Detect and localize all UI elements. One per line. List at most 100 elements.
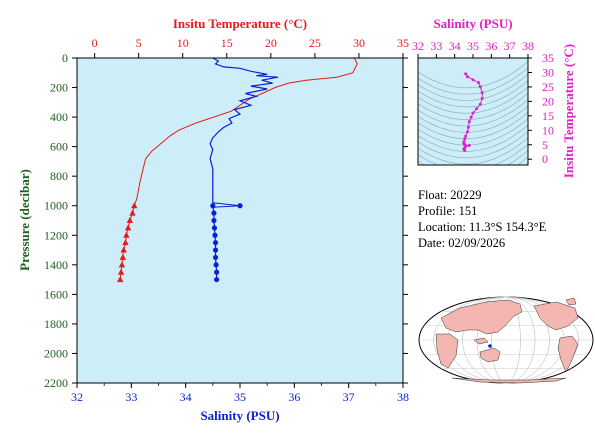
pressure-tick-label: 1200 [44,228,68,242]
float-label: Float: [418,188,448,202]
greenland-shape [565,297,577,306]
sal-marker [214,276,220,283]
temp-tick-label: 35 [397,36,409,50]
density-isoline [418,92,528,120]
sal-tick-label: 38 [397,390,409,404]
temp-marker [119,253,127,260]
indonesia-shape [473,337,489,345]
sal-tick-label: 32 [71,390,83,404]
ts-temp-tick-label: 5 [542,138,548,152]
pressure-tick-label: 1800 [44,317,68,331]
sal-marker [211,210,217,216]
ts-plot-frame [417,57,529,166]
ts-salinity-axis-title: Salinity (PSU) [433,16,512,31]
ts-point [471,111,475,115]
temperature-tick-labels: 0 5 10 15 20 25 30 35 [92,36,409,50]
temp-marker [117,268,125,275]
temp-marker [124,224,132,231]
ts-point [463,137,467,141]
pressure-tick-labels: 0 200 400 600 800 1000 1200 1400 1600 1800 2000 220… [44,51,68,390]
salinity-markers [210,203,243,283]
eurasia-shape [440,299,523,335]
ts-sal-tick-label: 38 [522,39,534,53]
density-isoline [418,99,528,127]
ts-temperature-axis-title: Insitu Temperature (°C) [561,44,576,178]
sal-tick-label: 35 [234,390,246,404]
temp-marker [120,246,127,253]
pressure-tick-label: 0 [62,51,68,65]
density-isoline [418,143,528,165]
sal-tick-label: 37 [343,390,355,404]
float-id-line: Float: 20229 [418,188,482,203]
sal-marker [212,247,219,253]
pressure-tick-label: 2000 [44,346,68,360]
location-line: Location: 11.3°S 154.3°E [418,220,546,235]
antarctica-shape [451,377,567,384]
sal-marker [213,262,219,268]
ts-sal-tick-label: 36 [485,39,497,53]
pressure-tick-label: 200 [50,81,68,95]
sal-marker [212,240,219,246]
date-label: Date: [418,236,446,250]
density-isoline [418,131,528,159]
sal-marker [212,232,218,238]
density-isoline [418,67,528,95]
density-isoline [418,73,528,101]
ts-axis-ticks [417,54,532,160]
ts-temp-tick-label: 25 [542,80,554,94]
ts-point [466,125,470,129]
temp-tick-label: 0 [92,36,98,50]
float-location-marker [488,344,492,348]
australia-shape [479,347,501,363]
temperature-axis-title: Insitu Temperature (°C) [173,16,307,31]
ts-sal-tick-label: 32 [412,39,424,53]
ts-temp-tick-label: 30 [542,65,554,79]
pressure-tick-label: 1000 [44,199,68,213]
ts-point [466,130,469,134]
temp-marker [131,202,138,209]
ts-point [469,115,473,119]
pressure-tick-label: 400 [50,110,68,124]
pressure-tick-label: 1600 [44,287,68,301]
ts-point [466,75,469,79]
profile-label: Profile: [418,204,456,218]
pressure-tick-label: 2200 [44,376,68,390]
ts-point [467,120,471,124]
temperature-markers [116,202,138,283]
sal-marker [237,203,243,209]
ts-sal-tick-label: 35 [467,39,479,53]
sal-tick-label: 34 [180,390,192,404]
ts-point [464,72,468,76]
date-line: Date: 02/09/2026 [418,236,505,251]
temp-tick-label: 30 [353,36,365,50]
ts-salinity-tick-labels: 32 33 34 35 36 37 38 [412,39,534,53]
africa-shape [435,333,459,369]
sal-marker [212,254,219,261]
ts-points [462,72,484,153]
pressure-tick-label: 800 [50,169,68,183]
location-label: Location: [418,220,466,234]
ts-sal-tick-label: 34 [449,39,461,53]
temp-tick-label: 15 [221,36,233,50]
sal-marker [211,217,217,224]
temp-marker [122,239,129,246]
density-isoline [418,124,528,152]
density-isoline [418,118,528,146]
density-isoline [418,80,528,108]
main-profile-plot: 0 5 10 15 20 25 30 35 32 33 34 35 36 37 38 0 200 400 600… [17,16,409,423]
pressure-tick-label: 1400 [44,258,68,272]
density-isoline [418,61,528,89]
main-plot-area [77,58,403,383]
temp-tick-label: 20 [265,36,277,50]
sal-tick-label: 36 [288,390,300,404]
profile-line: Profile: 151 [418,204,477,219]
sal-marker [210,203,216,209]
south-america-shape [557,335,579,373]
ts-temp-tick-label: 20 [542,94,554,108]
temp-tick-label: 10 [177,36,189,50]
ts-point [471,78,475,82]
ts-point [467,143,471,147]
